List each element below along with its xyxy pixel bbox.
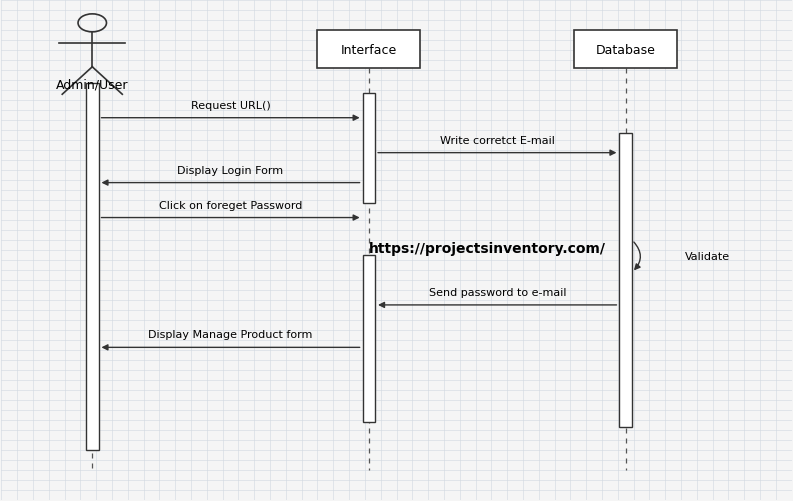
Text: Admin/User: Admin/User xyxy=(56,79,128,92)
Text: https://projectsinventory.com/: https://projectsinventory.com/ xyxy=(369,241,606,255)
Text: Send password to e-mail: Send password to e-mail xyxy=(428,288,566,297)
Bar xyxy=(619,133,632,427)
Text: Display Login Form: Display Login Form xyxy=(178,165,284,175)
Bar xyxy=(362,94,375,203)
Text: Click on foreget Password: Click on foreget Password xyxy=(159,200,302,210)
Bar xyxy=(317,31,420,69)
Text: Request URL(): Request URL() xyxy=(190,101,270,111)
Text: Write corretct E-mail: Write corretct E-mail xyxy=(440,135,554,145)
Text: Validate: Validate xyxy=(685,252,730,262)
Bar xyxy=(574,31,677,69)
Bar xyxy=(86,84,98,450)
Bar xyxy=(362,256,375,422)
Text: Database: Database xyxy=(596,44,656,57)
Text: Interface: Interface xyxy=(341,44,397,57)
Text: Display Manage Product form: Display Manage Product form xyxy=(148,330,312,340)
